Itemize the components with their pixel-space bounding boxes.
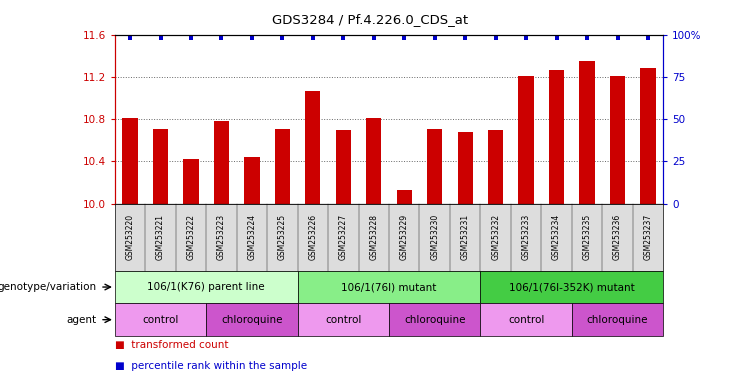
Text: GSM253231: GSM253231 xyxy=(461,214,470,260)
Text: GSM253220: GSM253220 xyxy=(125,214,135,260)
Bar xyxy=(457,132,473,204)
Text: GDS3284 / Pf.4.226.0_CDS_at: GDS3284 / Pf.4.226.0_CDS_at xyxy=(273,13,468,26)
Bar xyxy=(214,121,229,204)
Text: chloroquine: chloroquine xyxy=(404,314,465,325)
Bar xyxy=(305,91,321,204)
Text: ■  transformed count: ■ transformed count xyxy=(115,340,228,350)
Bar xyxy=(122,118,138,204)
Text: GSM253225: GSM253225 xyxy=(278,214,287,260)
Text: GSM253222: GSM253222 xyxy=(187,214,196,260)
Text: control: control xyxy=(325,314,362,325)
Bar xyxy=(640,68,656,204)
Text: GSM253228: GSM253228 xyxy=(369,214,379,260)
Text: control: control xyxy=(142,314,179,325)
Bar xyxy=(275,129,290,204)
Bar xyxy=(184,159,199,204)
Bar xyxy=(549,70,564,204)
Text: ■  percentile rank within the sample: ■ percentile rank within the sample xyxy=(115,361,307,371)
Text: chloroquine: chloroquine xyxy=(587,314,648,325)
Text: GSM253223: GSM253223 xyxy=(217,214,226,260)
Text: agent: agent xyxy=(66,314,96,325)
Text: genotype/variation: genotype/variation xyxy=(0,282,96,292)
Bar xyxy=(396,190,412,204)
Text: 106/1(76I) mutant: 106/1(76I) mutant xyxy=(342,282,436,292)
Bar xyxy=(579,61,594,204)
Text: GSM253232: GSM253232 xyxy=(491,214,500,260)
Text: GSM253236: GSM253236 xyxy=(613,214,622,260)
Text: chloroquine: chloroquine xyxy=(222,314,282,325)
Bar xyxy=(610,76,625,204)
Text: 106/1(76I-352K) mutant: 106/1(76I-352K) mutant xyxy=(509,282,635,292)
Text: GSM253230: GSM253230 xyxy=(431,214,439,260)
Text: GSM253226: GSM253226 xyxy=(308,214,317,260)
Text: GSM253221: GSM253221 xyxy=(156,214,165,260)
Bar xyxy=(336,129,351,204)
Text: GSM253229: GSM253229 xyxy=(399,214,409,260)
Text: GSM253233: GSM253233 xyxy=(522,214,531,260)
Bar xyxy=(519,76,534,204)
Bar xyxy=(427,129,442,204)
Bar xyxy=(245,157,259,204)
Bar xyxy=(366,118,382,204)
Text: GSM253224: GSM253224 xyxy=(247,214,256,260)
Text: 106/1(K76) parent line: 106/1(K76) parent line xyxy=(147,282,265,292)
Text: GSM253234: GSM253234 xyxy=(552,214,561,260)
Text: GSM253237: GSM253237 xyxy=(643,214,653,260)
Bar xyxy=(153,129,168,204)
Bar xyxy=(488,129,503,204)
Text: GSM253235: GSM253235 xyxy=(582,214,591,260)
Text: GSM253227: GSM253227 xyxy=(339,214,348,260)
Text: control: control xyxy=(508,314,545,325)
